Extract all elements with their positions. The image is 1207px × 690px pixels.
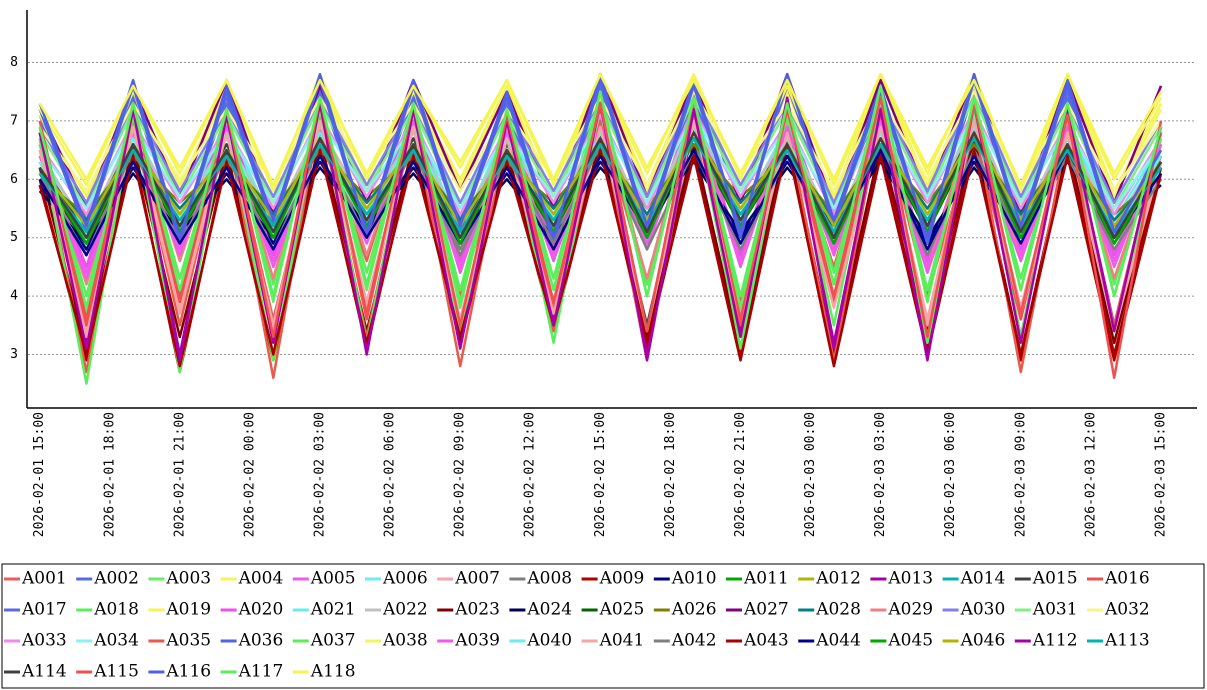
- legend-label: A113: [1104, 631, 1150, 651]
- x-tick-label: 2026-02-03 06:00: [943, 412, 958, 537]
- x-tick-label: 2026-02-02 18:00: [663, 412, 678, 537]
- legend-box: [1, 563, 1205, 689]
- y-tick-label: 4: [10, 289, 18, 304]
- legend-label: A005: [310, 569, 356, 589]
- x-tick-label: 2026-02-03 15:00: [1153, 412, 1168, 537]
- x-tick-label: 2026-02-03 03:00: [873, 412, 888, 537]
- legend-label: A032: [1104, 600, 1150, 620]
- x-tick-label: 2026-02-03 09:00: [1013, 412, 1028, 537]
- legend-label: A023: [454, 600, 500, 620]
- legend-label: A028: [815, 600, 861, 620]
- legend-label: A034: [93, 631, 139, 651]
- series-line: [38, 143, 1163, 368]
- legend-label: A020: [238, 600, 284, 620]
- x-tick-label: 2026-02-03 12:00: [1083, 412, 1098, 537]
- y-tick-label: 5: [10, 230, 18, 245]
- legend-label: A011: [743, 569, 789, 589]
- y-tick-label: 8: [10, 55, 18, 70]
- y-tick-label: 3: [10, 347, 18, 362]
- legend-label: A037: [310, 631, 356, 651]
- legend-label: A039: [454, 631, 500, 651]
- legend-label: A027: [743, 600, 789, 620]
- series-line: [38, 131, 1163, 239]
- x-tick-label: 2026-02-02 21:00: [733, 412, 748, 537]
- x-tick-label: 2026-02-02 00:00: [242, 412, 257, 537]
- x-tick-label: 2026-02-01 21:00: [172, 412, 187, 537]
- legend-label: A043: [743, 631, 789, 651]
- legend-label: A001: [21, 569, 67, 589]
- legend-label: A004: [238, 569, 284, 589]
- legend-label: A024: [526, 600, 572, 620]
- x-tick-labels: 2026-02-01 15:00 2026-02-01 18:00 2026-02-…: [32, 412, 1168, 537]
- legend-label: A015: [1032, 569, 1078, 589]
- legend-label: A118: [310, 662, 356, 682]
- series-line: [38, 72, 1163, 187]
- y-tick-label: 7: [10, 113, 18, 128]
- legend-label: A046: [960, 631, 1006, 651]
- plot-area: [38, 72, 1163, 385]
- legend-label: A033: [21, 631, 67, 651]
- series-line: [38, 137, 1163, 234]
- x-tick-label: 2026-02-02 03:00: [313, 412, 328, 537]
- legend-label: A025: [599, 600, 645, 620]
- legend-label: A031: [1032, 600, 1078, 620]
- x-tick-label: 2026-02-02 15:00: [593, 412, 608, 537]
- legend-label: A007: [454, 569, 500, 589]
- legend-label: A115: [93, 662, 139, 682]
- series-line: [38, 119, 1163, 339]
- legend: A001 A002 A003 A004 A005 A006 A007 A008 A009 A010…: [4, 569, 1150, 682]
- legend-label: A009: [599, 569, 645, 589]
- legend-label: A036: [238, 631, 284, 651]
- legend-label: A010: [671, 569, 717, 589]
- x-tick-label: 2026-02-01 18:00: [102, 412, 117, 537]
- x-tick-label: 2026-02-02 12:00: [523, 412, 538, 537]
- legend-label: A021: [310, 600, 356, 620]
- legend-label: A006: [382, 569, 428, 589]
- legend-label: A029: [887, 600, 933, 620]
- legend-label: A017: [21, 600, 67, 620]
- legend-label: A022: [382, 600, 428, 620]
- legend-label: A044: [815, 631, 861, 651]
- legend-label: A041: [599, 631, 645, 651]
- legend-label: A114: [21, 662, 67, 682]
- series-line: [38, 84, 1163, 310]
- x-tick-label: 2026-02-02 09:00: [453, 412, 468, 537]
- legend-label: A117: [238, 662, 284, 682]
- x-tick-label: 2026-02-03 00:00: [803, 412, 818, 537]
- legend-label: A045: [887, 631, 933, 651]
- series-line: [38, 154, 1162, 251]
- legend-label: A112: [1032, 631, 1078, 651]
- legend-label: A014: [960, 569, 1006, 589]
- legend-label: A018: [93, 600, 139, 620]
- legend-label: A116: [165, 662, 211, 682]
- x-tick-label: 2026-02-01 15:00: [32, 412, 47, 537]
- legend-label: A008: [526, 569, 572, 589]
- legend-label: A013: [887, 569, 933, 589]
- series-line: [38, 160, 1162, 245]
- legend-label: A042: [671, 631, 717, 651]
- legend-label: A026: [671, 600, 717, 620]
- legend-label: A035: [165, 631, 211, 651]
- legend-label: A002: [93, 569, 139, 589]
- y-tick-label: 6: [10, 172, 18, 187]
- legend-label: A016: [1104, 569, 1150, 589]
- legend-label: A038: [382, 631, 428, 651]
- series-line: [38, 148, 1163, 257]
- legend-label: A003: [165, 569, 211, 589]
- legend-label: A012: [815, 569, 861, 589]
- legend-label: A030: [960, 600, 1006, 620]
- x-tick-label: 2026-02-02 06:00: [383, 412, 398, 537]
- legend-label: A040: [526, 631, 572, 651]
- legend-label: A019: [165, 600, 211, 620]
